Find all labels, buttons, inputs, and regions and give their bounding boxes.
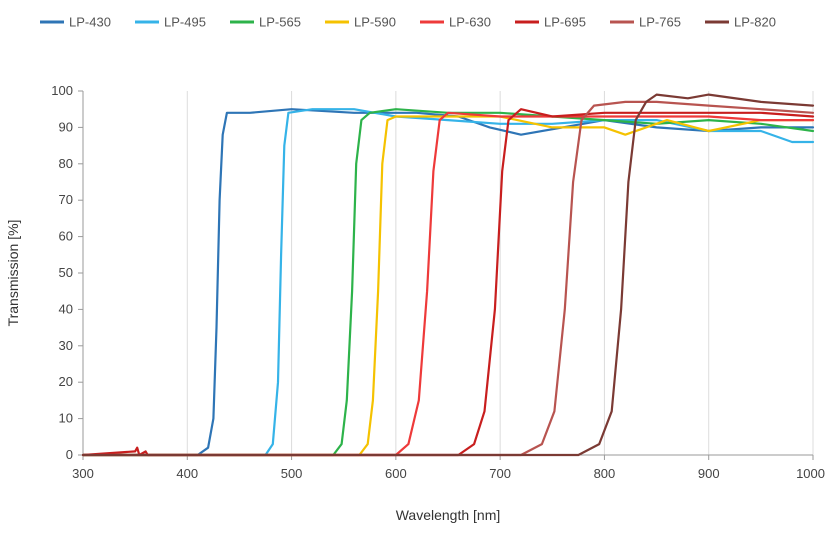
legend-label: LP-430 <box>69 15 111 30</box>
y-tick-label: 90 <box>59 119 73 134</box>
legend-label: LP-495 <box>164 15 206 30</box>
y-tick-label: 30 <box>59 338 73 353</box>
y-tick-label: 60 <box>59 229 73 244</box>
x-tick-label: 900 <box>698 466 720 481</box>
x-tick-label: 500 <box>281 466 303 481</box>
y-tick-label: 100 <box>51 83 73 98</box>
series-line-lp-820 <box>81 93 815 457</box>
x-tick-label: 400 <box>176 466 198 481</box>
x-tick-label: 600 <box>385 466 407 481</box>
series-line-lp-430 <box>81 108 815 457</box>
x-tick-label: 1000 <box>796 466 825 481</box>
y-tick-label: 20 <box>59 374 73 389</box>
legend-label: LP-630 <box>449 15 491 30</box>
y-tick-label: 10 <box>59 411 73 426</box>
y-tick-label: 0 <box>66 447 73 462</box>
legend-label: LP-565 <box>259 15 301 30</box>
x-tick-label: 700 <box>489 466 511 481</box>
series-line-lp-695 <box>81 108 815 457</box>
legend-label: LP-820 <box>734 15 776 30</box>
x-tick-label: 800 <box>594 466 616 481</box>
legend: LP-430 LP-495 LP-565 LP-590 LP-630 LP-695 LP-7… <box>40 15 776 30</box>
series-line-lp-590 <box>81 115 815 457</box>
legend-label: LP-590 <box>354 15 396 30</box>
series-lines <box>81 93 815 457</box>
x-tick-label: 300 <box>72 466 94 481</box>
legend-label: LP-695 <box>544 15 586 30</box>
series-line-lp-765 <box>81 100 815 457</box>
y-axis-title: Transmission [%] <box>5 220 21 327</box>
y-tick-label: 70 <box>59 192 73 207</box>
axes <box>78 90 814 460</box>
legend-label: LP-765 <box>639 15 681 30</box>
series-line-lp-495 <box>81 108 815 457</box>
y-tick-label: 40 <box>59 301 73 316</box>
tick-labels: 0 10 20 30 40 50 60 70 80 90 100 300 400 500 600 700 800… <box>51 83 825 481</box>
series-line-lp-565 <box>81 108 815 457</box>
y-tick-label: 80 <box>59 156 73 171</box>
series-line-lp-630 <box>81 111 815 457</box>
y-tick-label: 50 <box>59 265 73 280</box>
x-axis-title: Wavelength [nm] <box>396 507 501 523</box>
gridlines <box>82 91 814 455</box>
